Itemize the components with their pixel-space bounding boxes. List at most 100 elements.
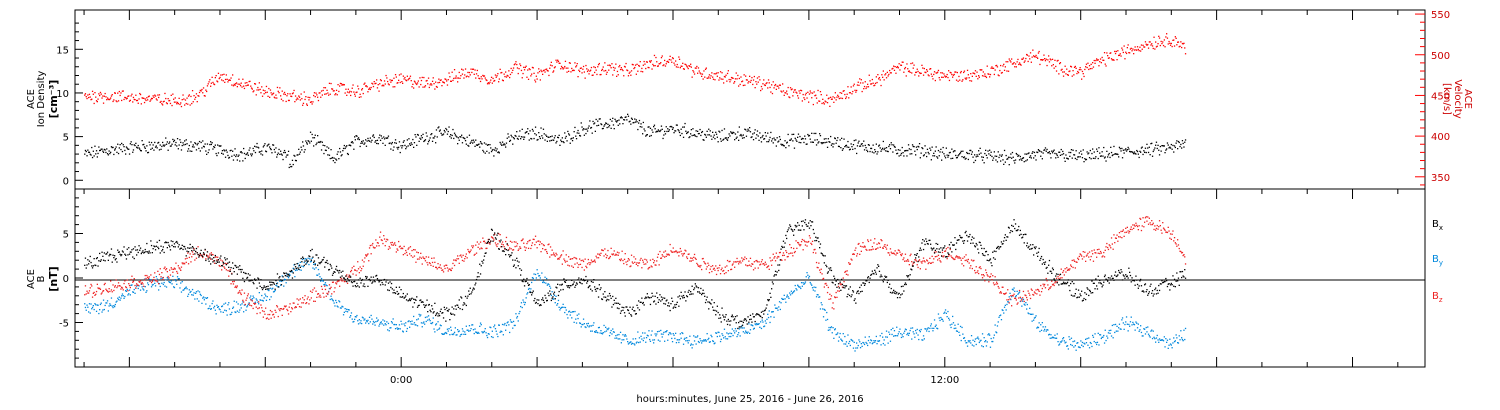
- by-point: [632, 338, 634, 340]
- velocity-point: [180, 105, 183, 108]
- bz-point: [352, 273, 354, 275]
- density-point: [825, 138, 827, 140]
- density-point: [164, 144, 166, 146]
- by-point: [384, 323, 386, 325]
- by-point: [742, 331, 744, 333]
- by-point: [322, 280, 324, 282]
- by-point: [216, 304, 218, 306]
- velocity-point: [217, 72, 220, 74]
- density-point: [1059, 151, 1061, 153]
- velocity-point: [758, 76, 760, 78]
- density-point: [506, 137, 508, 139]
- density-point: [471, 139, 473, 142]
- density-point: [114, 148, 116, 150]
- density-point: [674, 130, 676, 132]
- velocity-point: [586, 70, 589, 73]
- by-point: [767, 313, 769, 315]
- density-point: [767, 132, 769, 134]
- velocity-point: [103, 95, 105, 97]
- by-point: [964, 340, 966, 342]
- by-point: [539, 277, 541, 279]
- density-point: [1124, 149, 1126, 151]
- bz-point: [524, 249, 526, 251]
- velocity-point: [334, 94, 336, 96]
- density-point: [409, 144, 412, 146]
- velocity-point: [928, 75, 930, 77]
- bz-point: [133, 278, 135, 280]
- velocity-point: [568, 62, 571, 64]
- by-point: [918, 329, 921, 332]
- density-point: [1081, 153, 1083, 155]
- density-point: [903, 155, 905, 157]
- by-point: [428, 318, 430, 320]
- bz-point: [282, 308, 284, 310]
- velocity-point: [564, 65, 566, 68]
- velocity-point: [597, 66, 599, 68]
- by-point: [254, 302, 256, 304]
- density-point: [882, 147, 884, 149]
- bz-point: [121, 287, 124, 289]
- bz-point: [363, 261, 365, 263]
- density-point: [1111, 154, 1113, 157]
- density-point: [291, 165, 293, 168]
- bz-point: [366, 254, 368, 256]
- bottom-left-tick-label: 0: [63, 274, 69, 285]
- by-point: [108, 305, 110, 307]
- velocity-point: [673, 62, 675, 64]
- by-point: [335, 301, 338, 304]
- by-point: [506, 322, 508, 324]
- velocity-point: [371, 82, 373, 84]
- velocity-point: [276, 97, 278, 99]
- by-point: [587, 322, 589, 325]
- density-point: [207, 151, 209, 154]
- density-point: [541, 135, 543, 137]
- bz-point: [530, 247, 532, 250]
- bz-point: [527, 241, 529, 243]
- by-point: [224, 302, 227, 304]
- velocity-point: [172, 93, 174, 95]
- velocity-point: [825, 101, 827, 103]
- by-point: [147, 282, 149, 284]
- bz-point: [425, 256, 427, 258]
- velocity-point: [439, 79, 441, 81]
- density-point: [154, 141, 156, 144]
- density-point: [261, 150, 263, 152]
- by-point: [1118, 323, 1121, 325]
- velocity-point: [1088, 68, 1090, 71]
- density-point: [983, 162, 985, 164]
- density-point: [202, 145, 205, 147]
- bz-point: [367, 253, 369, 255]
- bz-point: [225, 269, 227, 271]
- velocity-point: [473, 73, 475, 75]
- bz-point: [210, 252, 212, 254]
- density-point: [1051, 152, 1054, 154]
- velocity-point: [867, 86, 870, 88]
- density-point: [715, 133, 718, 135]
- density-point: [468, 134, 471, 136]
- bz-point: [141, 281, 143, 284]
- velocity-point: [409, 77, 411, 79]
- velocity-point: [752, 79, 755, 81]
- by-point: [184, 288, 186, 290]
- density-point: [195, 149, 198, 151]
- bz-point: [331, 281, 334, 283]
- by-point: [125, 290, 128, 292]
- velocity-point: [772, 81, 774, 83]
- density-point: [413, 142, 416, 144]
- by-point: [635, 342, 637, 344]
- velocity-point: [1126, 47, 1128, 49]
- by-point: [537, 272, 539, 275]
- velocity-point: [1038, 50, 1040, 53]
- density-point: [472, 139, 475, 141]
- velocity-point: [963, 71, 965, 74]
- density-point: [312, 137, 314, 139]
- density-point: [679, 134, 681, 137]
- by-point: [517, 320, 519, 322]
- velocity-point: [542, 73, 544, 75]
- by-point: [935, 324, 937, 326]
- velocity-point: [846, 93, 848, 95]
- by-point: [129, 294, 131, 296]
- velocity-point: [440, 79, 442, 81]
- by-point: [294, 276, 296, 278]
- velocity-point: [1177, 41, 1179, 43]
